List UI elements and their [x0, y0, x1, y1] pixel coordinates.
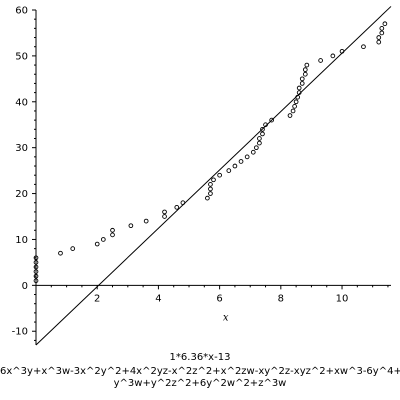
y-tick-label: 50: [15, 51, 28, 62]
data-point: [330, 53, 336, 59]
x-tick-label: 2: [94, 293, 100, 304]
data-point: [70, 246, 76, 251]
expression-line-2: y^3w+y^2z^2+6y^2w^2+z^3w: [113, 378, 287, 389]
y-tick-label: 0: [22, 281, 28, 292]
data-point: [162, 214, 167, 219]
x-tick-label: 4: [155, 293, 161, 304]
data-point: [302, 71, 308, 77]
y-tick-label: -10: [12, 327, 28, 338]
axes: [32, 9, 391, 345]
data-point: [296, 90, 302, 95]
data-point: [263, 122, 268, 128]
y-tick-label: 60: [15, 6, 28, 17]
data-point: [269, 117, 274, 123]
x-tick-label: 6: [216, 293, 222, 304]
data-point: [238, 159, 244, 164]
data-point: [180, 200, 186, 206]
x-axis-label: x: [223, 312, 229, 323]
data-point: [302, 67, 308, 73]
data-point: [232, 163, 238, 169]
y-tick-label: 30: [15, 143, 28, 154]
data-point: [110, 227, 115, 233]
x-tick-label: 10: [336, 293, 349, 304]
data-point: [257, 136, 262, 141]
data-point: [208, 191, 213, 196]
data-point: [33, 255, 39, 261]
tick-labels: 2 4 6 8 10 -10 0 10 20 30 40 50 60: [12, 6, 349, 338]
data-point: [174, 204, 180, 210]
data-point: [361, 44, 366, 50]
data-point: [304, 62, 310, 68]
y-tick-label: 40: [15, 97, 28, 108]
data-point: [208, 182, 213, 187]
x-tick-label: 8: [278, 293, 284, 304]
data-point: [292, 104, 297, 109]
data-point: [33, 260, 39, 265]
data-point: [382, 21, 388, 27]
data-point: [33, 264, 39, 270]
data-point: [379, 26, 385, 31]
data-point: [260, 131, 265, 137]
data-points: [33, 21, 388, 284]
data-point: [318, 58, 323, 63]
data-point: [58, 250, 63, 256]
data-point: [376, 35, 382, 40]
data-point: [295, 94, 301, 100]
data-point: [205, 195, 210, 201]
data-point: [33, 269, 39, 274]
data-point: [299, 81, 305, 86]
data-point: [217, 172, 222, 178]
data-point: [94, 241, 100, 247]
data-point: [33, 278, 39, 284]
data-point: [299, 76, 305, 82]
data-point: [162, 209, 167, 215]
data-point: [253, 145, 259, 151]
data-point: [257, 140, 262, 146]
reference-line: [35, 6, 392, 346]
data-point: [143, 218, 149, 224]
data-point: [211, 177, 216, 183]
data-point: [379, 30, 385, 36]
data-point: [250, 149, 256, 155]
data-point: [293, 99, 299, 105]
data-point: [260, 126, 265, 132]
y-tick-label: 20: [15, 189, 28, 200]
fit-line: [35, 6, 392, 346]
data-point: [128, 223, 134, 229]
data-point: [376, 39, 382, 45]
expression-line-1: 6x^3y+x^3w-3x^2y^2+4x^2yz-x^2z^2+x^2zw-x…: [0, 366, 400, 377]
data-point: [110, 232, 115, 238]
line-equation-label: 1*6.36*x-13: [169, 352, 231, 363]
data-point: [226, 168, 232, 173]
data-point: [244, 154, 250, 160]
data-point: [290, 108, 296, 114]
y-tick-label: 10: [15, 235, 28, 246]
data-point: [339, 48, 345, 54]
data-point: [100, 237, 106, 242]
data-point: [296, 85, 302, 91]
data-point: [33, 273, 39, 279]
data-point: [287, 113, 293, 118]
data-point: [208, 186, 213, 192]
